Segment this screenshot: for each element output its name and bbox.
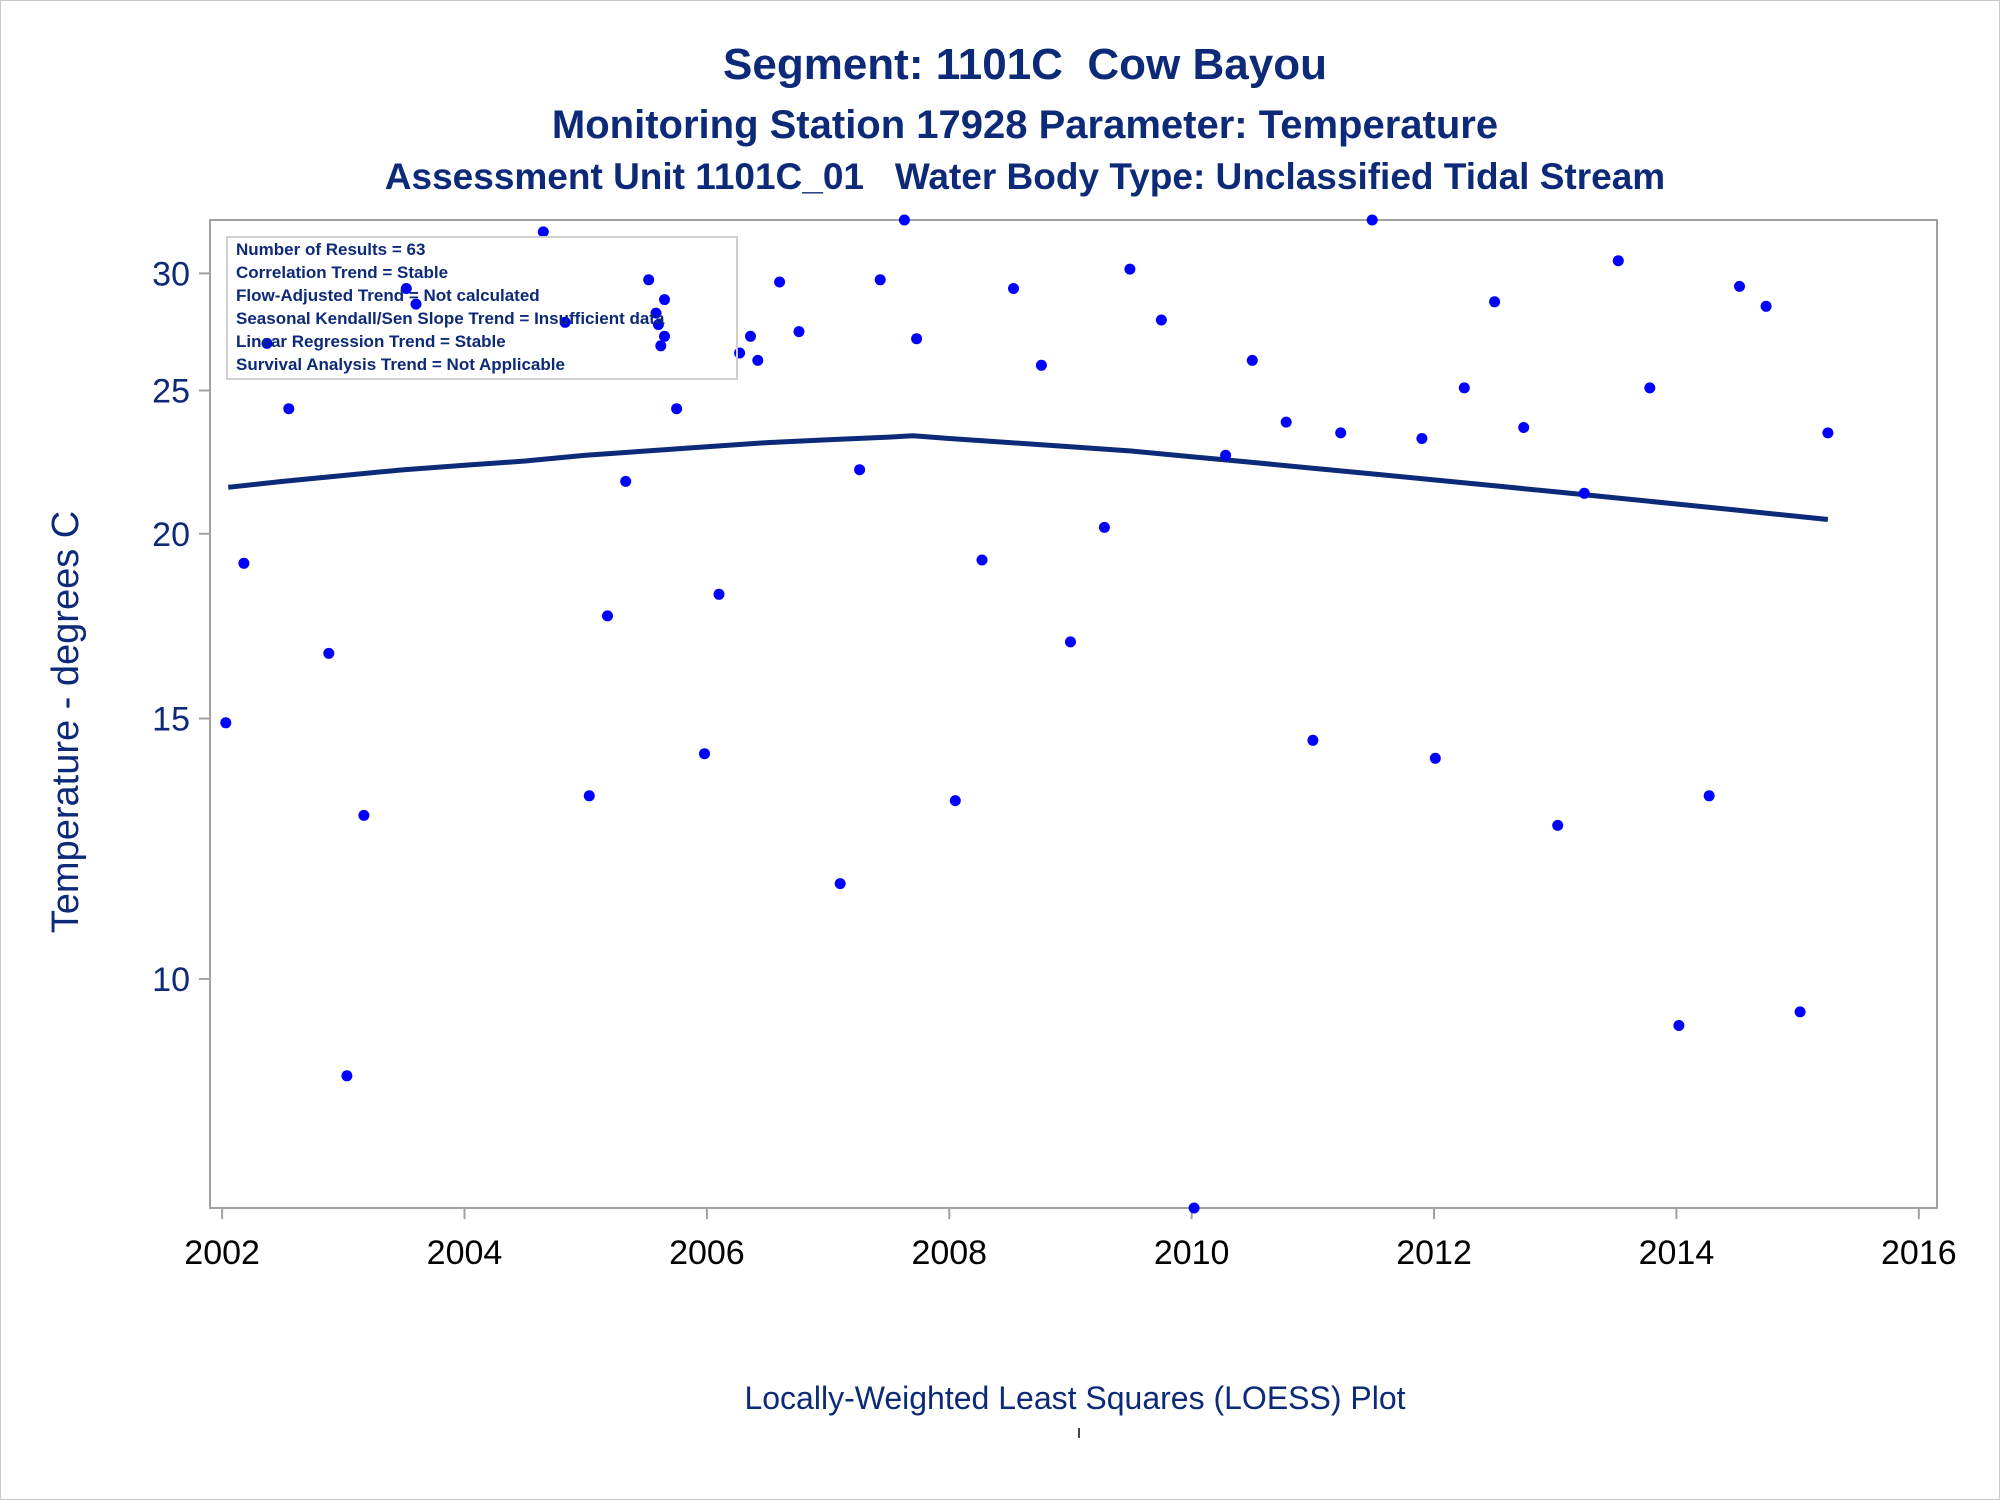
data-point xyxy=(752,354,764,366)
data-point xyxy=(410,298,422,310)
x-tick-label: 2016 xyxy=(1881,1234,1957,1272)
data-points xyxy=(220,214,1834,1214)
data-point xyxy=(1335,427,1347,439)
data-point xyxy=(898,214,910,226)
data-point xyxy=(652,319,664,331)
data-point xyxy=(1794,1006,1806,1018)
data-point xyxy=(620,475,632,487)
data-point xyxy=(659,330,670,342)
data-point xyxy=(1124,263,1136,275)
data-point xyxy=(1280,416,1292,428)
data-point xyxy=(1578,487,1590,499)
data-point xyxy=(1098,521,1110,533)
data-point xyxy=(793,326,805,338)
data-point xyxy=(1673,1020,1685,1031)
data-point xyxy=(1822,427,1834,439)
data-point xyxy=(774,276,786,288)
data-point xyxy=(949,795,961,807)
stat-flow-adjusted-trend: Flow-Adjusted Trend = Not calculated xyxy=(236,286,540,305)
stat-linear-regression-trend: Linear Regression Trend = Stable xyxy=(236,332,506,351)
data-point xyxy=(1518,422,1530,433)
data-point xyxy=(854,464,866,476)
data-point xyxy=(400,283,412,294)
y-tick-label: 10 xyxy=(152,961,190,999)
y-tick-label: 20 xyxy=(152,516,190,554)
data-point xyxy=(341,1070,353,1082)
plot-footnote: Locally-Weighted Least Squares (LOESS) P… xyxy=(744,1380,1406,1416)
loess-curve-group xyxy=(227,433,1829,522)
data-point xyxy=(1155,314,1167,326)
data-point xyxy=(834,878,846,890)
data-point xyxy=(323,647,335,659)
data-point xyxy=(1188,1202,1200,1214)
data-point xyxy=(1703,790,1715,802)
data-point xyxy=(911,333,923,345)
plot-area xyxy=(209,219,1938,1209)
x-axis: 2002 2004 2006 2008 2010 2012 2014 2016 xyxy=(184,1208,1957,1272)
data-point xyxy=(1035,359,1047,371)
x-tick-label: 2014 xyxy=(1639,1234,1715,1272)
data-point xyxy=(874,274,886,286)
footnote-tick-mark xyxy=(1078,1428,1080,1438)
stat-correlation-trend: Correlation Trend = Stable xyxy=(236,263,449,282)
data-point xyxy=(220,717,232,729)
data-point xyxy=(655,340,667,352)
data-point xyxy=(283,403,295,415)
data-point xyxy=(1552,819,1564,831)
data-point xyxy=(358,809,370,821)
chart-subtitle-station: Monitoring Station 17928 Parameter: Temp… xyxy=(551,103,1499,147)
data-point xyxy=(1760,300,1772,312)
data-point xyxy=(238,557,250,569)
data-point xyxy=(699,748,710,760)
data-point xyxy=(1008,283,1019,294)
y-axis: 10 15 20 25 30 xyxy=(152,255,210,999)
y-tick-label: 15 xyxy=(152,701,190,739)
data-point xyxy=(1366,214,1378,226)
x-tick-label: 2002 xyxy=(184,1234,260,1272)
stat-survival-analysis-trend: Survival Analysis Trend = Not Applicable xyxy=(236,355,565,374)
y-tick-label: 30 xyxy=(152,255,190,293)
data-point xyxy=(1458,382,1470,394)
data-point xyxy=(1489,296,1501,308)
x-tick-label: 2004 xyxy=(427,1234,503,1272)
data-point xyxy=(261,337,273,349)
data-point xyxy=(1429,752,1441,764)
data-point xyxy=(1612,255,1624,267)
data-point xyxy=(659,294,670,306)
chart-title: Segment: 1101C Cow Bayou xyxy=(723,40,1327,89)
data-point xyxy=(1220,449,1232,461)
data-point xyxy=(1065,636,1076,648)
x-tick-label: 2010 xyxy=(1154,1234,1230,1272)
data-point xyxy=(1307,734,1319,746)
data-point xyxy=(583,790,595,802)
chart-subtitle-assessment: Assessment Unit 1101C_01 Water Body Type… xyxy=(384,156,1666,197)
data-point xyxy=(602,610,613,622)
y-tick-label: 25 xyxy=(152,372,190,410)
trend-statistics-box: Number of Results = 63 Correlation Trend… xyxy=(226,236,738,380)
x-tick-label: 2006 xyxy=(669,1234,745,1272)
y-axis-label: Temperature - degrees C xyxy=(45,511,87,933)
x-tick-label: 2012 xyxy=(1396,1234,1472,1272)
data-point xyxy=(1246,354,1258,366)
data-point xyxy=(559,316,571,328)
data-point xyxy=(671,403,683,415)
data-point xyxy=(1644,382,1656,394)
data-point xyxy=(1416,433,1428,444)
loess-curve xyxy=(227,433,1829,522)
data-point xyxy=(976,554,988,566)
data-point xyxy=(745,330,756,342)
data-point xyxy=(1734,280,1745,292)
stat-number-of-results: Number of Results = 63 xyxy=(236,240,426,259)
stat-seasonal-kendall-trend: Seasonal Kendall/Sen Slope Trend = Insuf… xyxy=(236,309,665,328)
x-tick-label: 2008 xyxy=(911,1234,987,1272)
data-point xyxy=(650,307,662,319)
data-point xyxy=(713,588,725,600)
data-point xyxy=(643,274,655,286)
data-point xyxy=(537,226,549,238)
